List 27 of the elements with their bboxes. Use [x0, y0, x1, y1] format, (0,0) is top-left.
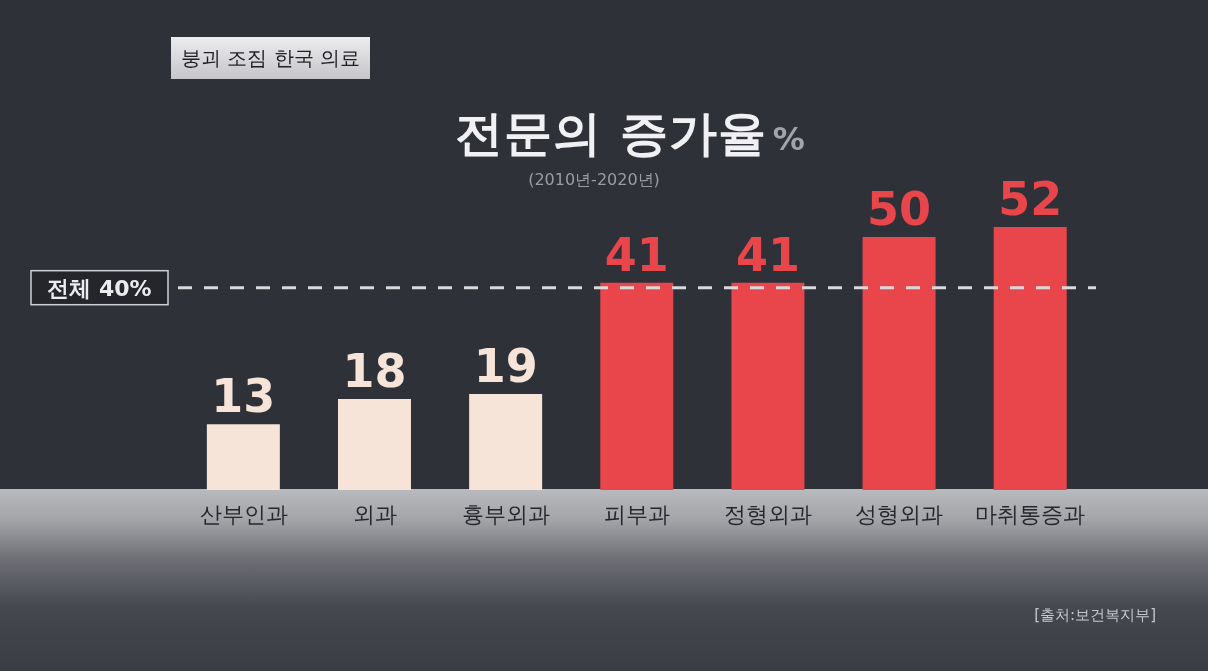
bar	[600, 282, 674, 490]
data-label: 50	[867, 182, 932, 237]
data-label: 41	[604, 227, 669, 282]
data-label: 41	[735, 227, 800, 282]
data-label: 13	[211, 369, 276, 424]
x-tick-label: 성형외과	[855, 501, 944, 527]
text: [출처:보건복지부]	[1034, 606, 1156, 625]
chart-title: 전문의 증가율	[455, 105, 767, 161]
bar	[993, 227, 1067, 490]
bar	[731, 282, 805, 490]
x-tick-label: 산부인과	[199, 501, 288, 527]
x-tick-label: 마취통증과	[975, 501, 1086, 527]
ref-line-label: 전체 40%	[47, 275, 152, 301]
y-axis-title: %	[772, 120, 805, 158]
text: 붕괴 조짐 한국 의료	[171, 37, 371, 79]
x-tick-label: 외과	[352, 501, 397, 527]
chart-subtitle: (2010년-2020년)	[528, 170, 660, 189]
x-tick-label: 피부과	[604, 501, 670, 527]
x-tick-label: 흉부외과	[461, 501, 550, 527]
bar	[469, 393, 543, 490]
data-label: 52	[998, 172, 1063, 226]
bar	[862, 237, 936, 490]
bar	[337, 398, 411, 490]
bar	[206, 424, 280, 490]
data-label: 18	[342, 343, 407, 398]
x-tick-label: 정형외과	[724, 501, 813, 527]
data-label: 19	[473, 338, 538, 393]
